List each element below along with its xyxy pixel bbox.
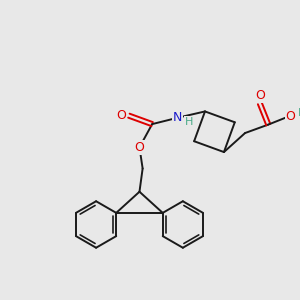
Text: O: O — [117, 109, 126, 122]
Text: O: O — [255, 88, 265, 101]
Text: O: O — [134, 141, 144, 154]
Text: H: H — [298, 108, 300, 118]
Text: N: N — [173, 111, 182, 124]
Text: O: O — [286, 110, 296, 123]
Text: H: H — [185, 117, 193, 127]
